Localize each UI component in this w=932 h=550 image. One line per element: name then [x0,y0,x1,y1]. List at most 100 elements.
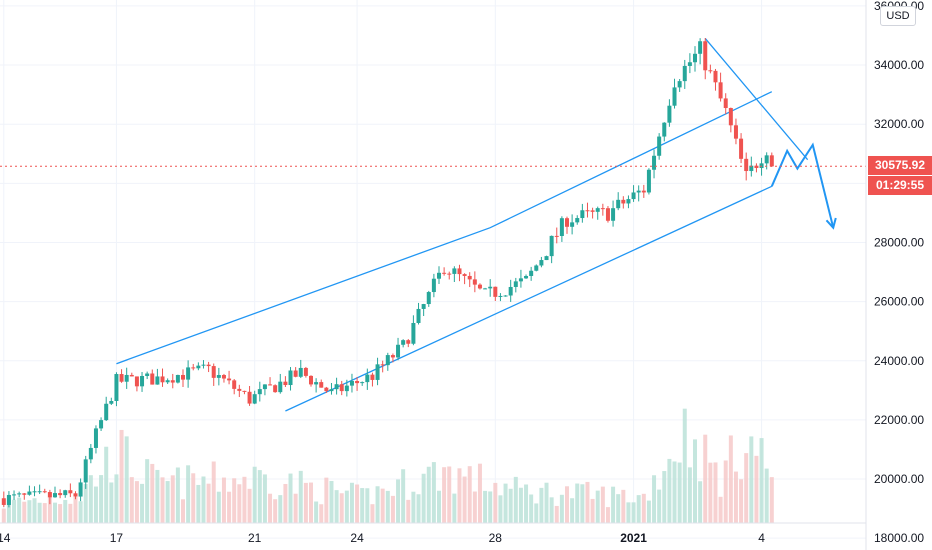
candle [124,374,129,382]
candle [165,380,170,383]
volume-bar [626,502,631,523]
candle [221,375,226,379]
candle [769,155,774,167]
volume-bar [739,479,744,523]
candle [160,376,165,383]
volume-bar [78,501,83,523]
candle [237,388,242,391]
candle [349,380,354,386]
volume-bar [93,486,98,523]
candle [109,400,114,404]
candle [73,493,78,497]
candle [733,125,738,139]
candle [170,380,175,383]
volume-bar [211,461,216,523]
candle [303,367,308,376]
volume-bar [442,467,447,523]
candle [93,428,98,448]
y-tick-label: 24000.00 [874,354,924,368]
volume-bar [262,474,267,523]
candle [196,365,201,369]
candle [22,493,27,495]
candle [58,493,63,496]
volume-bar [124,436,129,523]
volume-bar [58,504,63,523]
candle [380,364,385,366]
candle [201,364,206,366]
volume-bar [580,484,585,523]
volume-bar [483,490,488,523]
volume-bar [88,475,93,523]
x-tick-label: 14 [0,531,11,545]
x-tick-label: 28 [489,531,503,545]
candle [621,199,626,204]
x-tick-label: 24 [350,531,364,545]
candle [47,492,52,498]
trendline-lower-channel [285,185,773,412]
candle [728,108,733,126]
volume-bar [421,473,426,523]
volume-bar [447,466,452,523]
candle [662,122,667,137]
candle [631,192,636,200]
candle [1,498,6,505]
candle [539,260,544,266]
volume-bar [549,497,554,523]
candle [411,322,416,344]
volume-bar [344,490,349,523]
volume-bar [744,453,749,523]
candle [467,275,472,280]
candle [544,256,549,261]
currency-button[interactable]: USD [880,6,916,26]
volume-bar [221,477,226,523]
volume-bar [764,468,769,523]
volume-bar [349,482,354,523]
volume-bar [140,483,145,523]
volume-bar [278,495,283,523]
candle [114,374,119,401]
candle [749,165,754,172]
candle [104,403,109,421]
volume-bar [698,481,703,523]
volume-bar [723,460,728,523]
candle [687,62,692,66]
volume-bar [63,499,68,523]
volume-bar [539,487,544,523]
candle [554,235,559,237]
volume-bar [570,498,575,523]
candle [580,210,585,219]
candle [416,308,421,323]
candle [401,340,406,345]
candle [268,384,273,386]
candle [298,367,303,377]
volume-bar [370,504,375,523]
volume-bar [329,480,334,523]
candle [483,288,488,290]
candle [390,355,395,358]
volume-bar [355,484,360,523]
candle [605,208,610,221]
candle [175,374,180,383]
volume-bar [493,482,498,523]
candle [477,284,482,289]
candle [462,274,467,276]
candle [534,265,539,271]
volume-bar [186,465,191,523]
y-tick-label: 22000.00 [874,413,924,427]
candle [585,210,590,212]
projection-path [770,142,835,228]
candle [129,374,134,377]
volume-bar [554,505,559,523]
candle [672,87,677,106]
candle [314,382,319,385]
candle [355,380,360,384]
candle [211,366,216,378]
volume-bar [227,491,232,523]
candle [503,295,508,297]
candle [134,376,139,387]
volume-bar [380,488,385,523]
volume-bar [339,493,344,523]
volume-bar [206,483,211,523]
candle [88,447,93,460]
